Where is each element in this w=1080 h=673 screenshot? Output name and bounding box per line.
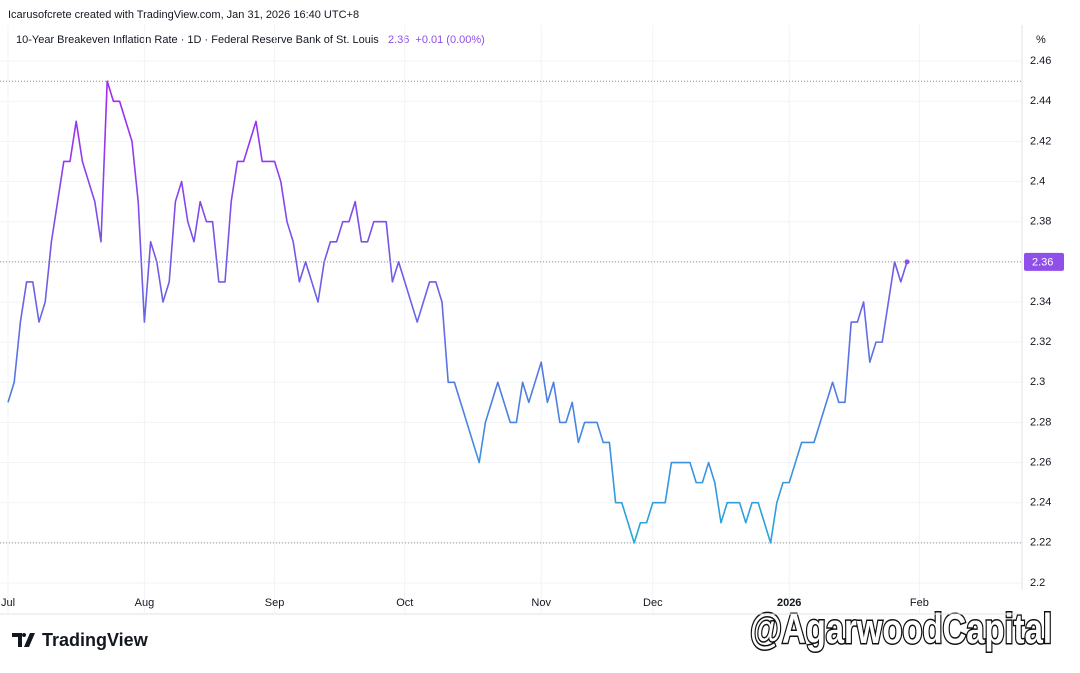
y-tick-label: 2.32 xyxy=(1030,336,1051,348)
x-tick-label: Oct xyxy=(396,597,413,609)
y-tick-label: 2.3 xyxy=(1030,376,1045,388)
y-tick-label: 2.22 xyxy=(1030,537,1051,549)
y-tick-label: 2.46 xyxy=(1030,55,1051,67)
y-tick-label: 2.44 xyxy=(1030,95,1051,107)
unit-label: % xyxy=(1036,34,1046,46)
data-line xyxy=(7,80,908,544)
plot: Jul Aug Sep Oct Nov Dec 2026 Feb xyxy=(0,25,1022,614)
y-tick-label: 2.34 xyxy=(1030,296,1051,308)
y-tick-label: 2.38 xyxy=(1030,216,1051,228)
last-value-label: 2.36 xyxy=(1032,257,1053,269)
x-tick-label: Jul xyxy=(1,597,15,609)
chart-title: 10-Year Breakeven Inflation Rate · 1D · … xyxy=(16,34,379,46)
attribution: Icarusofcrete created with TradingView.c… xyxy=(8,9,359,21)
x-tick-label: Sep xyxy=(265,597,285,609)
x-tick-label: 2026 xyxy=(777,597,801,609)
y-tick-label: 2.24 xyxy=(1030,497,1051,509)
x-tick-label: Dec xyxy=(643,597,663,609)
legend-value: 2.36 xyxy=(388,34,409,46)
x-tick-label: Nov xyxy=(531,597,551,609)
y-tick-label: 2.28 xyxy=(1030,416,1051,428)
last-value-box xyxy=(1024,252,1064,271)
logo: TradingView xyxy=(12,630,149,650)
logo-text: TradingView xyxy=(42,630,149,650)
last-point xyxy=(904,259,910,265)
y-tick-label: 2.4 xyxy=(1030,175,1045,187)
watermark: @AgarwoodCapital xyxy=(750,605,1052,652)
y-tick-label: 2.42 xyxy=(1030,135,1051,147)
x-tick-label: Aug xyxy=(135,597,155,609)
y-tick-label: 2.26 xyxy=(1030,456,1051,468)
y-tick-label: 2.2 xyxy=(1030,577,1045,589)
legend-change: +0.01 (0.00%) xyxy=(415,34,484,46)
x-tick-label: Feb xyxy=(910,597,929,609)
